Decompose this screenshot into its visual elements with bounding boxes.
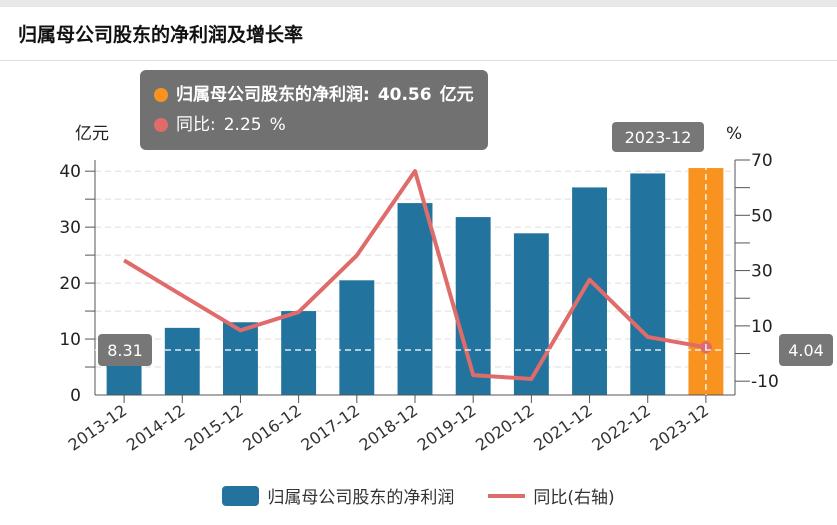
tooltip-unit: 亿元 (439, 85, 474, 105)
right-axis-label: % (726, 124, 742, 144)
legend-item-bar[interactable]: 归属母公司股东的净利润 (222, 483, 454, 508)
x-axis-label: 2013-12 (65, 401, 131, 455)
x-axis-label: 2023-12 (647, 401, 713, 455)
right-axis-tick-label: 70 (751, 151, 773, 171)
crosshair-right-value: 4.04 (788, 341, 824, 360)
left-axis-tick-label: 20 (59, 274, 81, 294)
right-axis-tick-label: 50 (751, 206, 773, 226)
tooltip-row: 归属母公司股东的净利润: 40.56 亿元 (154, 80, 474, 110)
left-axis-tick-label: 30 (59, 218, 81, 238)
x-axis-label: 2018-12 (356, 401, 422, 455)
x-axis-label: 2015-12 (181, 401, 247, 455)
left-axis-tick-label: 40 (59, 162, 81, 182)
x-axis-label: 2020-12 (472, 401, 538, 455)
crosshair-left-badge (98, 334, 152, 366)
right-axis-tick-label: 30 (751, 262, 773, 282)
bar (688, 168, 724, 395)
bar (513, 233, 549, 395)
bar (455, 217, 491, 395)
bar (164, 327, 200, 395)
tooltip-unit: % (269, 115, 286, 135)
top-strip (0, 0, 837, 7)
tooltip-marker (154, 88, 168, 102)
legend-item-line[interactable]: 同比(右轴) (488, 483, 615, 508)
legend-line-label: 同比(右轴) (533, 488, 615, 508)
tooltip: 归属母公司股东的净利润: 40.56 亿元 同比: 2.25 % (140, 70, 488, 150)
title-divider (0, 60, 837, 61)
tooltip-label: 同比: (176, 115, 216, 135)
tooltip-label: 归属母公司股东的净利润: (176, 85, 370, 105)
tooltip-value: 40.56 (377, 85, 432, 105)
x-axis-label: 2014-12 (123, 401, 189, 455)
tooltip-value: 2.25 (223, 115, 262, 135)
legend-line-swatch (488, 493, 526, 498)
bar (630, 173, 666, 395)
bar (397, 203, 433, 395)
left-axis-label: 亿元 (75, 124, 109, 144)
tooltip-row: 同比: 2.25 % (154, 110, 474, 140)
x-axis-label: 2022-12 (588, 401, 654, 455)
left-axis-tick-label: 10 (59, 330, 81, 350)
crosshair-left-value: 8.31 (107, 341, 143, 360)
growth-line (123, 169, 707, 381)
x-axis-label: 2017-12 (297, 401, 363, 455)
right-axis-tick-label: -10 (751, 372, 779, 392)
legend: 归属母公司股东的净利润 同比(右轴) (0, 483, 837, 508)
legend-bar-swatch (222, 485, 260, 506)
bar (223, 322, 258, 395)
bar (281, 311, 317, 395)
left-axis-tick-label: 0 (70, 386, 81, 406)
chart-title: 归属母公司股东的净利润及增长率 (18, 24, 304, 46)
legend-bar-label: 归属母公司股东的净利润 (267, 488, 455, 508)
tooltip-marker (154, 118, 168, 132)
x-axis-label: 2021-12 (530, 401, 596, 455)
x-axis-label: 2019-12 (414, 401, 480, 455)
x-axis-label: 2016-12 (239, 401, 305, 455)
crosshair-category-value: 2023-12 (625, 128, 692, 147)
crosshair-right-badge (779, 334, 833, 366)
bar (339, 280, 375, 395)
crosshair-category-badge (612, 122, 704, 152)
right-axis-tick-label: 10 (751, 317, 773, 337)
